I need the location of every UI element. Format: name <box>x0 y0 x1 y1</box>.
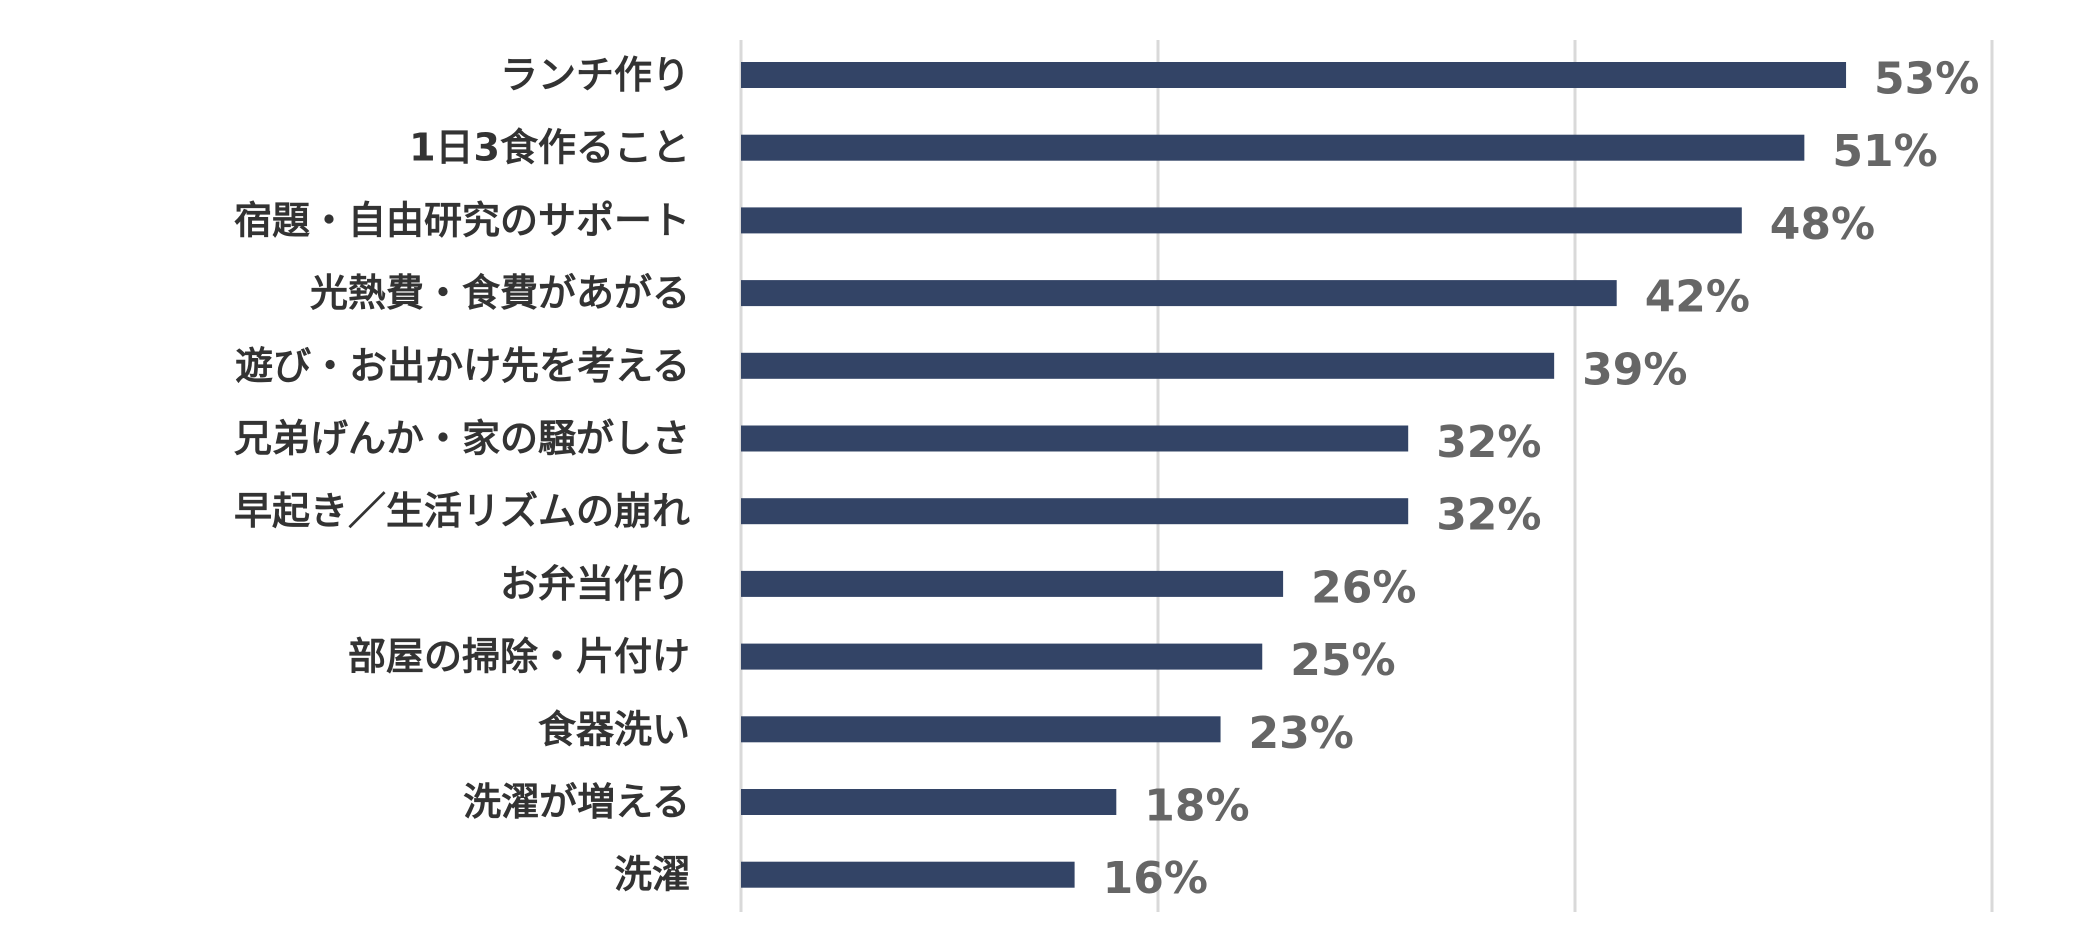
bar-10 <box>741 789 1117 815</box>
category-label-7: お弁当作り <box>500 562 690 606</box>
bar-1 <box>741 134 1805 161</box>
category-label-5: 兄弟げんか・家の騒がしさ <box>234 417 690 461</box>
bar-2 <box>741 207 1742 234</box>
bars <box>741 62 1847 888</box>
category-label-10: 洗濯が増える <box>463 780 690 824</box>
category-label-4: 遊び・お出かけ先を考える <box>235 344 690 388</box>
bar-7 <box>741 570 1284 597</box>
value-label-2: 48% <box>1770 199 1875 250</box>
value-label-4: 39% <box>1582 344 1687 395</box>
value-label-1: 51% <box>1832 126 1937 177</box>
bar-8 <box>741 643 1263 670</box>
value-label-0: 53% <box>1874 54 1979 105</box>
category-label-3: 光熱費・食費があがる <box>310 271 690 315</box>
gridlines <box>739 40 1994 912</box>
category-label-9: 食器洗い <box>538 707 690 751</box>
bar-6 <box>741 498 1409 525</box>
value-label-10: 18% <box>1144 781 1249 832</box>
bar-5 <box>741 425 1409 452</box>
value-label-8: 25% <box>1290 635 1395 686</box>
category-label-1: 1日3食作ること <box>409 126 690 170</box>
category-label-0: ランチ作り <box>500 53 690 97</box>
bar-3 <box>741 280 1617 307</box>
value-label-5: 32% <box>1436 417 1541 468</box>
value-label-3: 42% <box>1645 272 1750 323</box>
value-label-9: 23% <box>1249 708 1354 759</box>
value-labels: 53% 51% 48% 42% 39% 32% 32% 26% 25% 23%18% 16% <box>1103 54 1980 905</box>
value-label-11: 16% <box>1103 853 1208 904</box>
category-label-2: 宿題・自由研究のサポート <box>234 198 690 242</box>
bar-0 <box>741 62 1847 88</box>
category-label-11: 洗濯 <box>614 853 690 897</box>
bar-4 <box>741 352 1555 379</box>
category-label-8: 部屋の掃除・片付け <box>348 635 690 679</box>
category-label-6: 早起き／生活リズムの崩れ <box>234 489 690 533</box>
bar-9 <box>741 716 1221 743</box>
category-labels: ランチ作り 1日3食作ること宿題・自由研究のサポート光熱費・食費があがる遊び・お出… <box>234 53 690 897</box>
value-label-7: 26% <box>1311 562 1416 613</box>
bar-11 <box>741 861 1075 888</box>
value-label-6: 32% <box>1436 490 1541 541</box>
